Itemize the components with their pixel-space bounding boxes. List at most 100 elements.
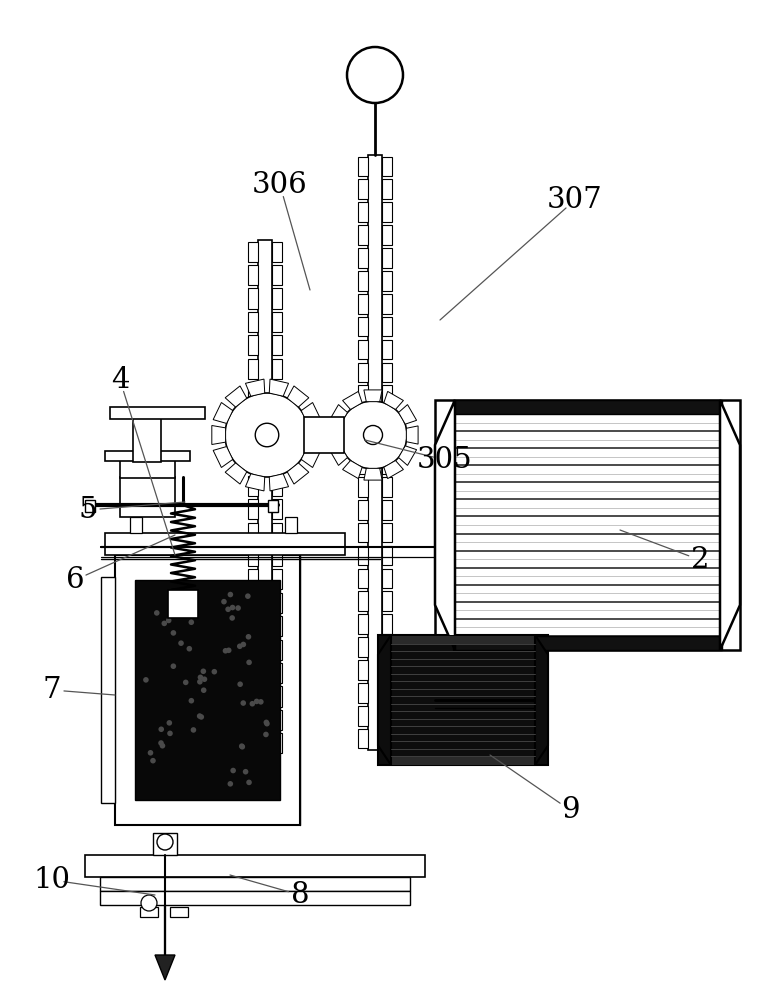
- Circle shape: [263, 720, 269, 725]
- Bar: [382, 637, 392, 657]
- Circle shape: [230, 615, 235, 621]
- Bar: [435, 400, 740, 650]
- Bar: [382, 660, 392, 680]
- Bar: [382, 271, 392, 291]
- Bar: [249, 406, 258, 426]
- Circle shape: [256, 423, 279, 447]
- Polygon shape: [406, 426, 418, 444]
- Polygon shape: [212, 425, 226, 445]
- Circle shape: [158, 740, 164, 746]
- Bar: [153, 833, 177, 855]
- Bar: [272, 640, 281, 660]
- Circle shape: [188, 619, 194, 625]
- Polygon shape: [398, 405, 416, 424]
- Bar: [101, 577, 115, 803]
- Bar: [272, 406, 281, 426]
- Polygon shape: [287, 463, 309, 484]
- Bar: [120, 460, 175, 478]
- Bar: [135, 580, 280, 800]
- Polygon shape: [329, 405, 347, 424]
- Bar: [382, 157, 392, 176]
- Circle shape: [198, 714, 204, 720]
- Bar: [453, 400, 722, 414]
- Bar: [272, 523, 281, 543]
- Circle shape: [239, 744, 245, 750]
- Bar: [358, 683, 368, 703]
- Bar: [249, 546, 258, 566]
- Polygon shape: [287, 386, 309, 407]
- Polygon shape: [328, 426, 339, 444]
- Circle shape: [166, 720, 172, 726]
- Polygon shape: [720, 400, 740, 650]
- Circle shape: [347, 47, 403, 103]
- Polygon shape: [364, 468, 382, 480]
- Polygon shape: [269, 474, 289, 491]
- Circle shape: [221, 599, 227, 604]
- Bar: [358, 477, 368, 497]
- Polygon shape: [225, 463, 247, 484]
- Bar: [272, 663, 281, 683]
- Bar: [249, 616, 258, 636]
- Bar: [382, 385, 392, 405]
- Bar: [272, 593, 281, 613]
- Polygon shape: [308, 425, 322, 445]
- Bar: [358, 454, 368, 474]
- Bar: [358, 637, 368, 657]
- Bar: [358, 340, 368, 359]
- Bar: [382, 523, 392, 542]
- Bar: [120, 477, 175, 517]
- Circle shape: [171, 663, 176, 669]
- Bar: [382, 546, 392, 565]
- Circle shape: [235, 605, 241, 611]
- Circle shape: [178, 640, 183, 646]
- Bar: [358, 385, 368, 405]
- Bar: [249, 640, 258, 660]
- Polygon shape: [535, 635, 548, 765]
- Bar: [272, 335, 281, 355]
- Circle shape: [201, 676, 207, 682]
- Circle shape: [183, 680, 188, 685]
- Bar: [85, 500, 95, 512]
- Bar: [382, 477, 392, 497]
- Bar: [382, 179, 392, 199]
- Polygon shape: [213, 447, 233, 468]
- Bar: [358, 294, 368, 314]
- Bar: [358, 202, 368, 222]
- Bar: [272, 452, 281, 472]
- Bar: [272, 476, 281, 496]
- Bar: [272, 616, 281, 636]
- Circle shape: [188, 698, 194, 704]
- Bar: [272, 686, 281, 707]
- Circle shape: [226, 648, 231, 653]
- Bar: [382, 225, 392, 245]
- Bar: [249, 382, 258, 402]
- Polygon shape: [245, 474, 265, 491]
- Bar: [268, 500, 278, 512]
- Bar: [85, 855, 425, 877]
- Bar: [358, 706, 368, 726]
- Bar: [249, 710, 258, 730]
- Bar: [272, 710, 281, 730]
- Bar: [382, 202, 392, 222]
- Bar: [382, 683, 392, 703]
- Bar: [249, 686, 258, 707]
- Circle shape: [191, 727, 196, 733]
- Bar: [391, 635, 535, 644]
- Circle shape: [249, 701, 255, 707]
- Circle shape: [158, 726, 164, 732]
- Bar: [133, 417, 161, 462]
- Polygon shape: [378, 635, 391, 765]
- Bar: [249, 523, 258, 543]
- Bar: [382, 248, 392, 268]
- Bar: [269, 426, 371, 444]
- Bar: [382, 591, 392, 611]
- Bar: [358, 591, 368, 611]
- Circle shape: [245, 634, 251, 640]
- Bar: [115, 555, 300, 825]
- Bar: [249, 663, 258, 683]
- Bar: [358, 317, 368, 336]
- Bar: [140, 907, 158, 917]
- Text: 305: 305: [417, 446, 473, 474]
- Bar: [272, 733, 281, 753]
- Bar: [358, 660, 368, 680]
